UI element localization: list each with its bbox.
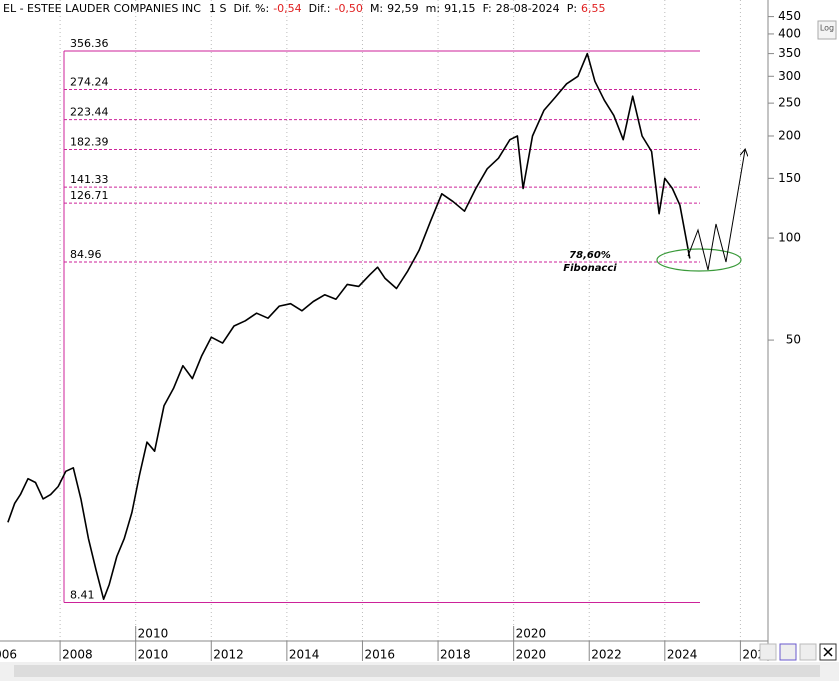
x-tick-label: 2008	[62, 648, 93, 662]
field-value: 91,15	[444, 2, 476, 15]
y-tick-label: 450	[778, 9, 801, 23]
y-axis: 50 100 150 200 250 300 350 400 450	[768, 9, 801, 347]
x-tick-label: 2014	[289, 648, 320, 662]
field-label: m:	[426, 2, 440, 15]
field-label: M:	[370, 2, 383, 15]
annotation: 78,60%	[569, 250, 611, 261]
fib-label: 8.41	[70, 589, 95, 602]
x-tick-label: 2022	[591, 648, 622, 662]
field-value: 28-08-2024	[496, 2, 560, 15]
y-tick-label: 100	[778, 231, 801, 245]
fib-label: 182.39	[70, 136, 109, 149]
fib-label: 274.24	[70, 76, 109, 89]
y-tick-label: 300	[778, 69, 801, 83]
x-tick-label: 2012	[213, 648, 244, 662]
x-tick-label: 2018	[440, 648, 471, 662]
y-tick-label: 150	[778, 171, 801, 185]
price-line	[7, 52, 691, 600]
field-label: Dif. %:	[233, 2, 269, 15]
zoom-button[interactable]	[759, 643, 777, 661]
log-button-label[interactable]: Log	[820, 24, 834, 33]
fib-label: 223.44	[70, 106, 109, 119]
annotation: Fibonacci	[563, 263, 617, 274]
period-tick-label: 2020	[516, 627, 547, 641]
fib-label: 84.96	[70, 248, 102, 261]
fib-label: 126.71	[70, 189, 109, 202]
field-value: 6,55	[581, 2, 606, 15]
fib-label: 356.36	[70, 37, 109, 50]
field-value: -0,50	[334, 2, 362, 15]
close-icon[interactable]	[823, 647, 833, 657]
period-tick-label: 2010	[138, 627, 169, 641]
symbol: EL - ESTEE LAUDER COMPANIES INC	[3, 2, 201, 15]
projection-arrow	[687, 150, 745, 271]
tool-button[interactable]	[799, 643, 817, 661]
field-label: F:	[483, 2, 492, 15]
x-tick-label: 2020	[516, 648, 547, 662]
scroll-thumb[interactable]	[14, 665, 820, 677]
y-tick-label: 350	[778, 46, 801, 60]
period: 1 S	[209, 2, 226, 15]
field-label: P:	[567, 2, 577, 15]
target-ellipse	[656, 248, 742, 272]
y-tick-label: 250	[778, 96, 801, 110]
plot-area: 2010 2020 356.36 274.24 223.44 182.39 141.33 12…	[7, 0, 741, 641]
y-tick-label: 400	[778, 26, 801, 40]
field-label: Dif.:	[309, 2, 331, 15]
field-value: -0,54	[273, 2, 301, 15]
field-value: 92,59	[387, 2, 419, 15]
log-button[interactable]	[817, 20, 837, 40]
x-tick-label: 2010	[138, 648, 169, 662]
save-button[interactable]	[779, 643, 797, 661]
header: EL - ESTEE LAUDER COMPANIES INC 1 S Dif. %…	[3, 2, 606, 15]
x-tick-label: 2024	[667, 648, 698, 662]
y-tick-label: 200	[778, 128, 801, 142]
fib-label: 141.33	[70, 173, 109, 186]
y-tick-label: 50	[786, 333, 801, 347]
x-tick-label: 2016	[364, 648, 395, 662]
x-tick-label: 2006	[0, 648, 17, 662]
